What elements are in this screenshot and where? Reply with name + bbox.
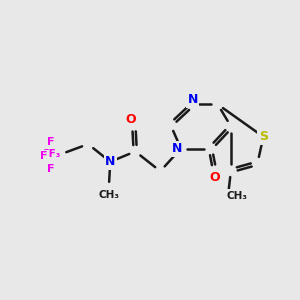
Text: O: O [209, 171, 220, 184]
Text: F: F [47, 137, 55, 147]
Text: F: F [47, 164, 55, 173]
Text: N: N [172, 142, 183, 155]
Text: CH₃: CH₃ [226, 190, 248, 201]
Text: N: N [105, 155, 116, 168]
Text: F: F [40, 151, 48, 161]
Text: S: S [259, 130, 268, 143]
Text: O: O [125, 112, 136, 126]
Text: N: N [188, 93, 198, 106]
Text: CF₃: CF₃ [42, 149, 61, 159]
Text: CH₃: CH₃ [98, 190, 119, 200]
